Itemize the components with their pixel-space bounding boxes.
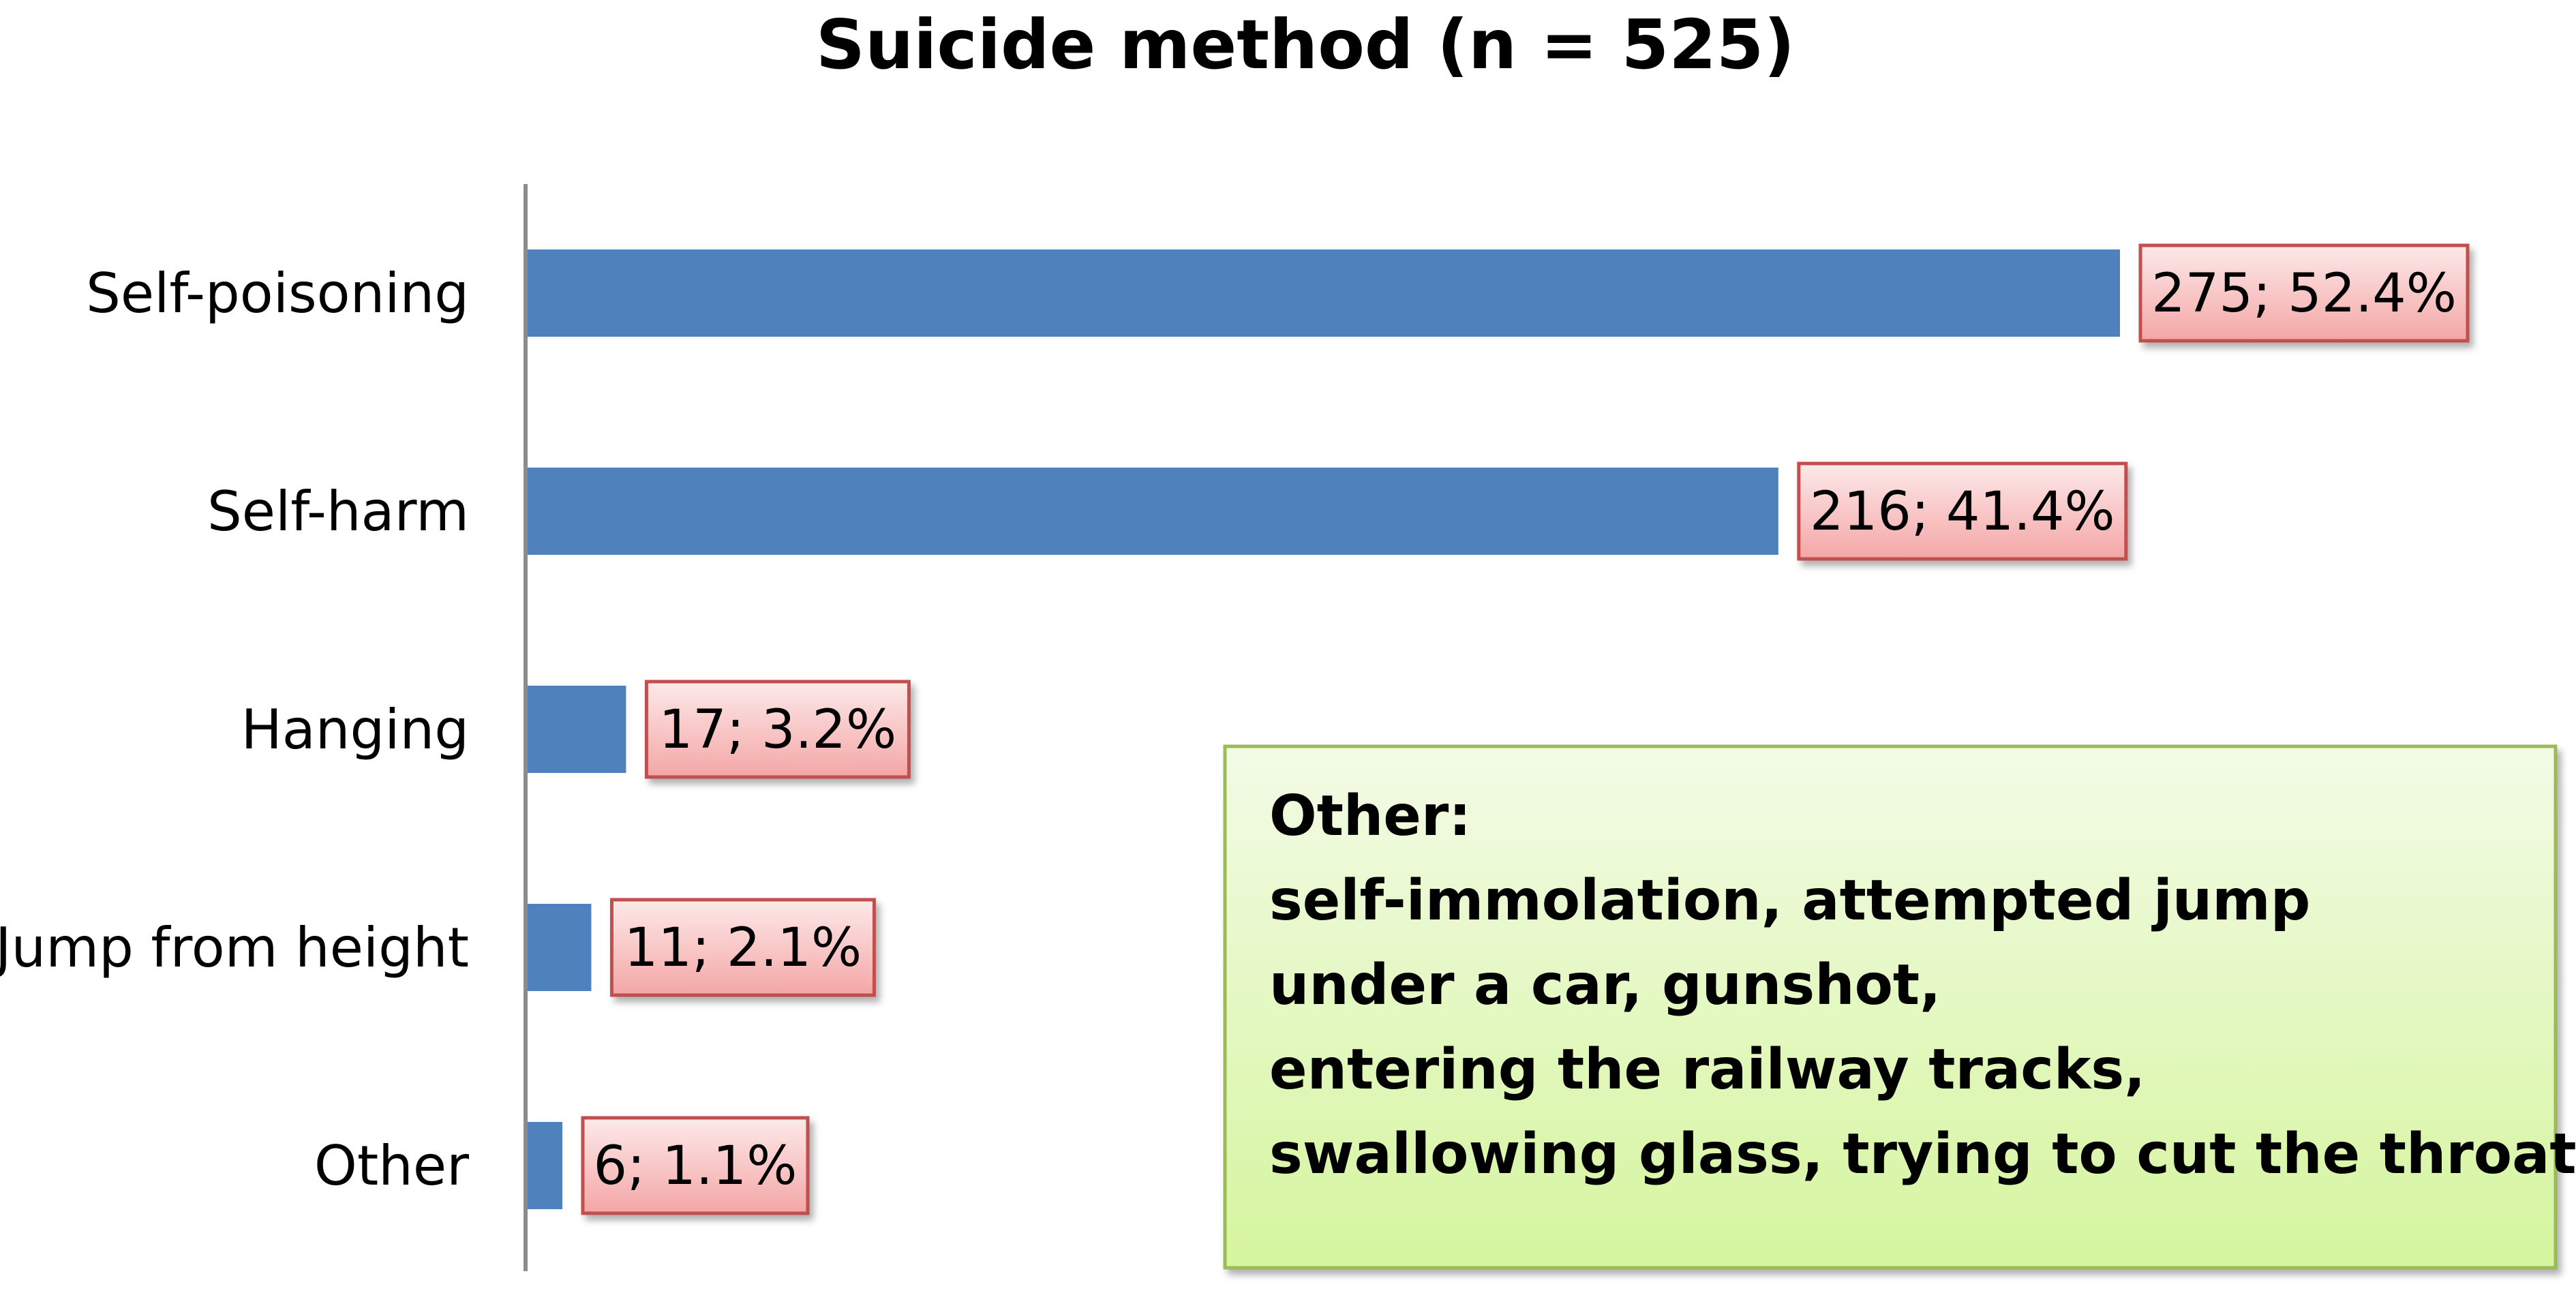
category-label: Self-harm: [207, 480, 469, 543]
data-label: 11; 2.1%: [624, 917, 862, 979]
annotation-line: under a car, gunshot,: [1269, 953, 1941, 1018]
bar: [528, 249, 2120, 337]
data-label-box: [1797, 461, 2128, 561]
bar: [528, 686, 626, 773]
data-label-box: [581, 1116, 810, 1215]
annotation-line: swallowing glass, trying to cut the thro…: [1269, 1122, 2576, 1187]
annotation-line: Other:: [1269, 784, 1471, 849]
bars-layer: Self-poisoning 275; 52.4% Self-harm 216; 41…: [0, 243, 2470, 1215]
data-label-box: [609, 898, 876, 997]
category-label: Hanging: [241, 698, 469, 761]
annotation-box: Other: self-immolation, attempted jump und…: [1223, 744, 2576, 1270]
data-label-box: [644, 680, 911, 779]
annotation-line: entering the railway tracks,: [1269, 1037, 2145, 1102]
bar: [528, 468, 1778, 555]
chart-title: Suicide method (n = 525): [816, 5, 1795, 85]
annotation-line: self-immolation, attempted jump: [1269, 868, 2310, 933]
bar: [528, 904, 592, 991]
category-label: Jump from height: [0, 916, 469, 979]
category-label: Self-poisoning: [86, 262, 469, 325]
bar: [528, 1122, 562, 1209]
annotation-text: Other: self-immolation, attempted jump und…: [1269, 784, 2576, 1187]
data-label: 216; 41.4%: [1810, 481, 2115, 543]
data-label-box: [2138, 243, 2470, 343]
data-label: 275; 52.4%: [2151, 263, 2457, 324]
data-label: 6; 1.1%: [594, 1136, 798, 1197]
category-label: Other: [314, 1134, 469, 1198]
data-label: 17; 3.2%: [659, 699, 897, 761]
annotation-box-background: [1223, 744, 2558, 1270]
